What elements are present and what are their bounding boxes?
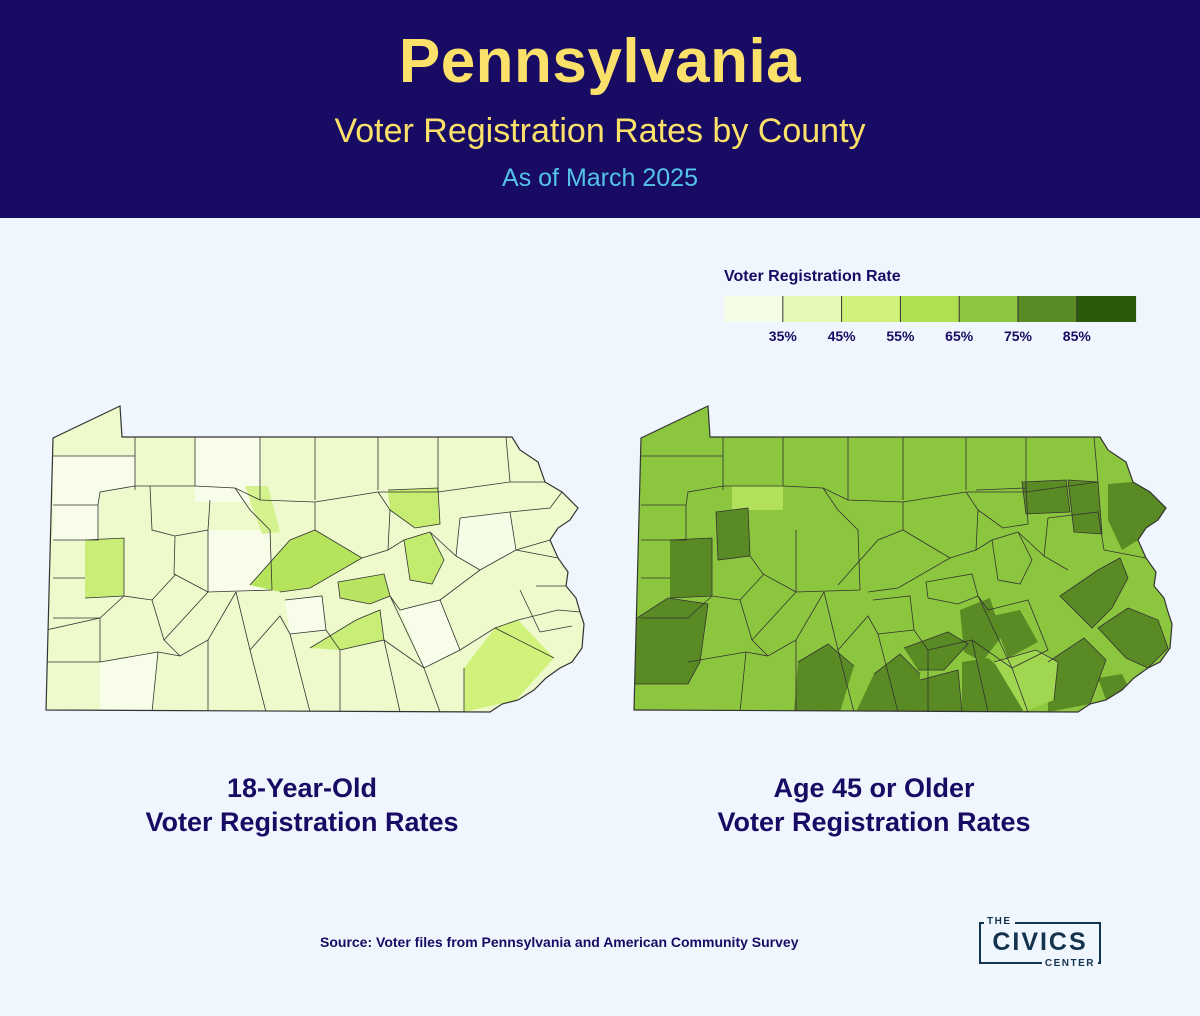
county-region — [904, 632, 968, 670]
legend-tick-label: 55% — [886, 328, 915, 344]
header-banner: Pennsylvania Voter Registration Rates by… — [0, 0, 1200, 218]
county-region — [920, 670, 962, 712]
county-region — [994, 650, 1058, 712]
county-region — [285, 596, 326, 634]
county-region — [634, 598, 708, 684]
county-region — [794, 644, 854, 712]
county-region — [456, 512, 516, 570]
logo-name: CIVICS — [992, 928, 1088, 956]
county-region — [208, 530, 272, 592]
map-18-year-old — [45, 405, 585, 713]
county-region — [732, 486, 783, 510]
legend-tick-label: 45% — [828, 328, 857, 344]
as-of-date: As of March 2025 — [502, 164, 698, 192]
legend-swatch — [841, 296, 901, 322]
county-region — [100, 652, 158, 712]
county-region — [464, 620, 554, 712]
legend-swatch — [1018, 296, 1078, 322]
legend-swatch — [959, 296, 1019, 322]
county-region — [1108, 482, 1166, 550]
county-region — [1098, 608, 1168, 668]
county-region — [85, 538, 124, 598]
county-region — [1048, 638, 1106, 712]
county-region — [962, 658, 1028, 712]
caption-line-2: Voter Registration Rates — [145, 807, 459, 837]
civics-center-logo: THE CIVICS CENTER — [976, 916, 1106, 969]
county-region — [1060, 558, 1128, 628]
state-outline — [633, 405, 1173, 713]
legend-tick-label: 65% — [945, 328, 974, 344]
county-region — [856, 654, 920, 712]
legend-tick-label: 75% — [1004, 328, 1033, 344]
county-region — [716, 508, 750, 560]
caption-age-45-plus: Age 45 or Older Voter Registration Rates — [652, 771, 1096, 839]
county-region — [670, 538, 712, 598]
legend-swatch — [1076, 296, 1137, 322]
caption-line-1: 18-Year-Old — [226, 773, 378, 803]
source-note: Source: Voter files from Pennsylvania an… — [320, 934, 799, 950]
county-region — [1098, 674, 1128, 700]
state-outline — [45, 405, 585, 713]
county-region — [960, 598, 1002, 662]
county-region — [338, 574, 390, 604]
legend-scale: 35% 45% 55% 65% 75% 85% — [724, 296, 1137, 344]
caption-line-1: Age 45 or Older — [773, 773, 975, 803]
county-region — [250, 530, 362, 592]
county-region — [195, 437, 260, 502]
color-legend: Voter Registration Rate 35% 45% 55% 65% 75% 8… — [724, 268, 1144, 358]
legend-title: Voter Registration Rate — [724, 268, 901, 285]
legend-swatch — [782, 296, 843, 322]
county-region — [1068, 480, 1102, 534]
county-region — [992, 610, 1038, 658]
caption-18-year-old: 18-Year-Old Voter Registration Rates — [80, 771, 524, 839]
map-age-45-plus — [633, 405, 1173, 713]
county-region — [310, 610, 384, 650]
logo-frame — [979, 922, 1101, 964]
legend-swatch — [724, 296, 784, 322]
legend-tick-label: 85% — [1063, 328, 1092, 344]
county-region — [53, 456, 135, 540]
county-region — [245, 486, 280, 534]
county-region — [400, 600, 460, 668]
page-subtitle: Voter Registration Rates by County — [334, 112, 866, 150]
county-region — [1022, 480, 1070, 514]
legend-tick-label: 35% — [769, 328, 798, 344]
logo-the: THE — [984, 916, 1015, 927]
page-title: Pennsylvania — [398, 27, 802, 96]
logo-center: CENTER — [1041, 958, 1098, 969]
county-region — [388, 488, 440, 528]
caption-line-2: Voter Registration Rates — [717, 807, 1031, 837]
legend-swatch — [900, 296, 960, 322]
county-region — [404, 532, 444, 584]
